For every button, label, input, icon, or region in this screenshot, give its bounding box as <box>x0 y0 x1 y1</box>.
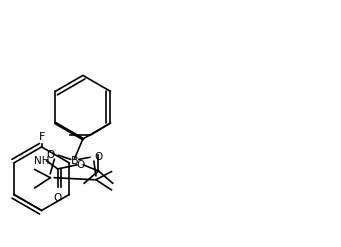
Text: F: F <box>39 132 46 142</box>
Text: B: B <box>71 156 78 166</box>
Text: NH: NH <box>34 156 50 166</box>
Text: O: O <box>76 160 84 170</box>
Text: O: O <box>54 193 62 203</box>
Text: O: O <box>94 152 102 162</box>
Text: O: O <box>46 150 54 160</box>
